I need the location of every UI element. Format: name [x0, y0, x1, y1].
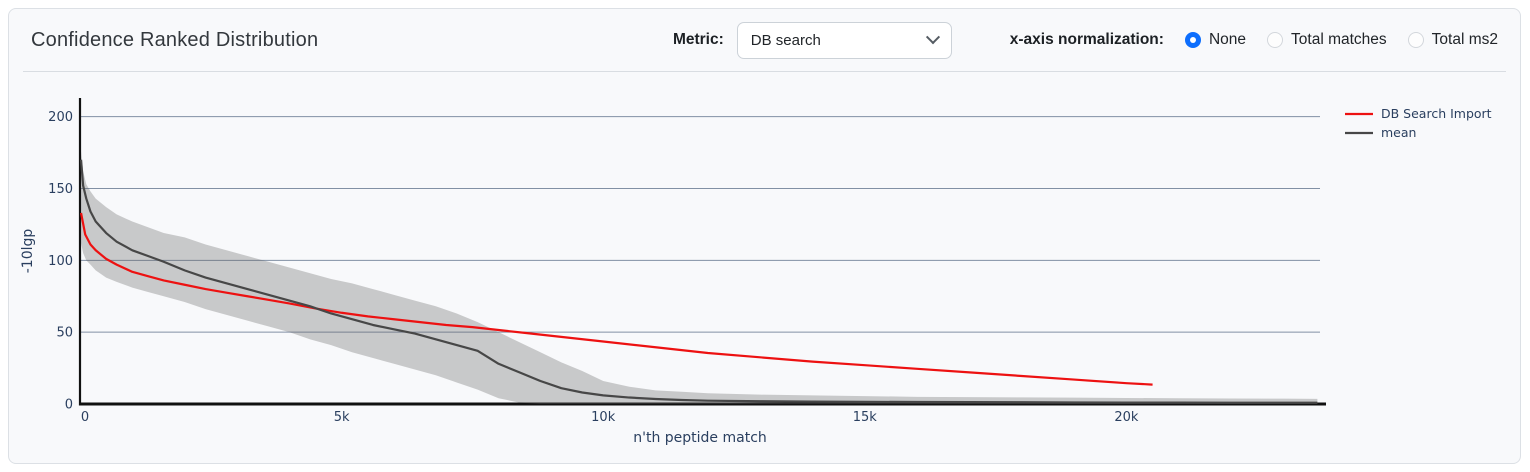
chart-area: 0 50 100 150 200 0 5k 10k 15k 20k n'th peptide mat… [9, 72, 1520, 464]
radio-label-total-matches[interactable]: Total matches [1291, 31, 1387, 48]
y-axis-title: -10lgp [20, 229, 36, 274]
y-tick-label: 150 [48, 182, 73, 197]
x-axis-title: n'th peptide match [633, 430, 767, 446]
radio-button-total-matches[interactable] [1267, 32, 1284, 48]
radio-label-total-ms2[interactable]: Total ms2 [1431, 31, 1498, 48]
xaxis-normalization-label: x-axis normalization: [1009, 31, 1164, 48]
xaxis-normalization-group: x-axis normalization: None Total matches… [1010, 31, 1498, 49]
chevron-down-icon [925, 30, 940, 45]
x-tick-label: 20k [1114, 410, 1139, 425]
y-tick-label: 50 [56, 326, 73, 341]
metric-group: Metric: DB search [672, 21, 952, 59]
radio-button-none[interactable] [1184, 32, 1201, 48]
series-mean [79, 159, 1318, 404]
metric-select[interactable]: DB search [736, 21, 952, 59]
x-tick-label: 0 [81, 410, 89, 425]
std-band [81, 151, 1318, 404]
radio-label-none[interactable]: None [1208, 31, 1247, 48]
x-tick-label: 5k [334, 410, 350, 425]
legend-label-mean[interactable]: mean [1381, 125, 1416, 140]
metric-select-value: DB search [750, 31, 821, 49]
radio-option-total-ms2[interactable]: Total ms2 [1407, 31, 1498, 49]
y-tick-label: 100 [48, 254, 73, 269]
confidence-distribution-card: Confidence Ranked Distribution Metric: D… [8, 8, 1521, 464]
header-divider [23, 71, 1506, 72]
metric-label: Metric: [672, 31, 724, 48]
series-db-search-import [79, 212, 1153, 386]
confidence-ranked-chart[interactable]: 0 50 100 150 200 0 5k 10k 15k 20k n'th peptide mat… [9, 72, 1520, 464]
y-tick-label: 0 [65, 398, 73, 413]
radio-option-total-matches[interactable]: Total matches [1267, 31, 1387, 49]
y-tick-label: 200 [48, 110, 73, 125]
legend-label-db-search-import[interactable]: DB Search Import [1381, 106, 1492, 121]
x-tick-label: 10k [591, 410, 616, 425]
x-tick-label: 15k [853, 410, 878, 425]
radio-button-total-ms2[interactable] [1407, 32, 1424, 48]
card-header: Confidence Ranked Distribution Metric: D… [9, 9, 1520, 71]
radio-option-none[interactable]: None [1184, 31, 1247, 49]
page-title: Confidence Ranked Distribution [31, 28, 319, 51]
